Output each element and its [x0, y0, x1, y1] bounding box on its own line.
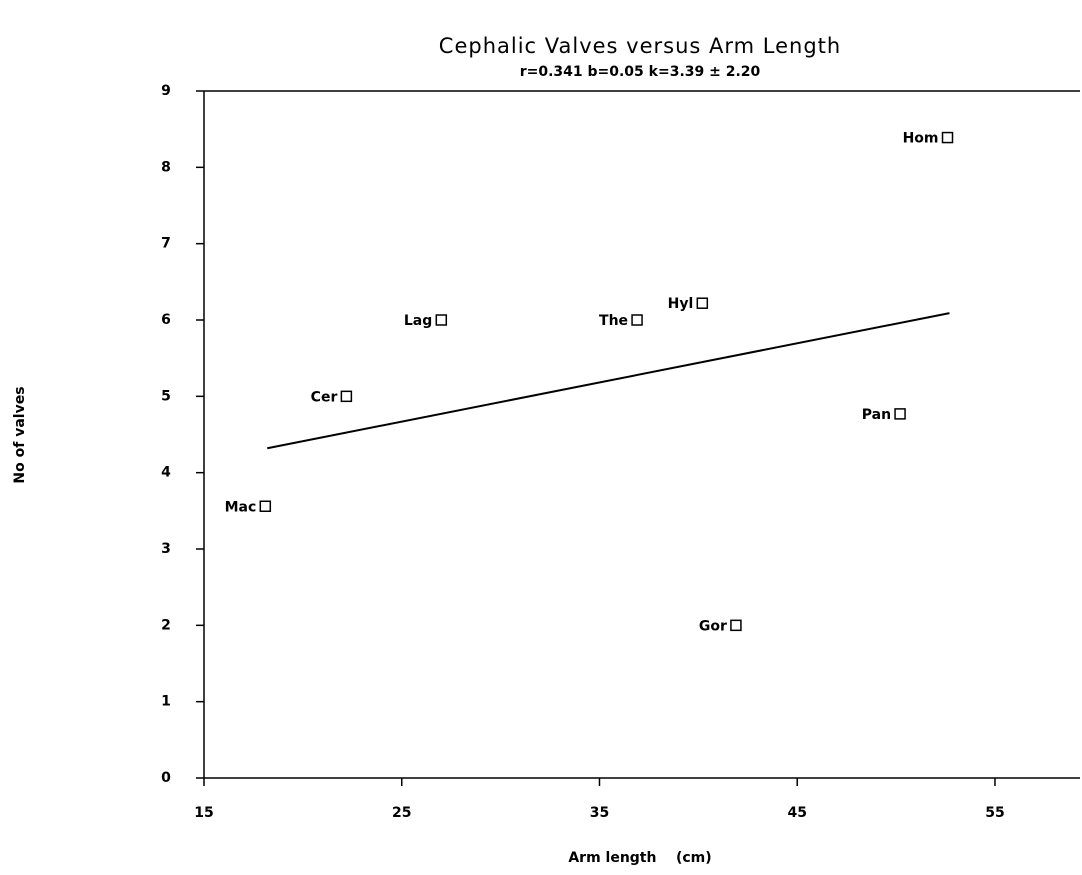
y-tick-label: 7	[161, 236, 171, 252]
point	[696, 297, 709, 309]
point	[941, 131, 954, 144]
point-label: Pan	[862, 407, 891, 423]
y-tick-label: 1	[161, 694, 171, 710]
fit-line	[267, 312, 950, 450]
x-tick-label: 25	[392, 805, 411, 821]
point-label: Hom	[903, 131, 939, 147]
point	[435, 314, 448, 326]
point-label: Gor	[699, 618, 727, 634]
x-tick-label: 35	[590, 805, 609, 821]
point	[631, 314, 643, 326]
chart-title: Cephalic Valves versus Arm Length	[439, 34, 841, 58]
point-label: Cer	[311, 389, 338, 405]
point	[730, 619, 742, 632]
y-tick-label: 2	[161, 617, 171, 633]
point-label: Lag	[404, 313, 432, 329]
y-tick-label: 4	[161, 465, 171, 481]
point-label: The	[599, 313, 628, 329]
y-tick-label: 8	[161, 159, 171, 175]
y-tick-label: 6	[161, 312, 171, 328]
point	[340, 390, 353, 403]
x-tick-label: 45	[787, 805, 806, 821]
x-tick-label: 15	[194, 805, 213, 821]
point-label: Mac	[225, 499, 257, 515]
y-axis-label: No of valves	[12, 386, 28, 483]
y-tick-label: 3	[161, 541, 171, 557]
y-tick-label: 9	[161, 83, 171, 99]
point-label: Hyl	[668, 296, 694, 312]
x-tick-label: 55	[985, 805, 1004, 821]
point	[894, 408, 906, 420]
chart-subtitle: r=0.341 b=0.05 k=3.39 ± 2.20	[520, 64, 761, 80]
point	[259, 500, 272, 513]
y-tick-label: 0	[161, 770, 171, 786]
x-axis-label: Arm length (cm)	[568, 850, 711, 866]
y-tick-label: 5	[161, 388, 171, 404]
